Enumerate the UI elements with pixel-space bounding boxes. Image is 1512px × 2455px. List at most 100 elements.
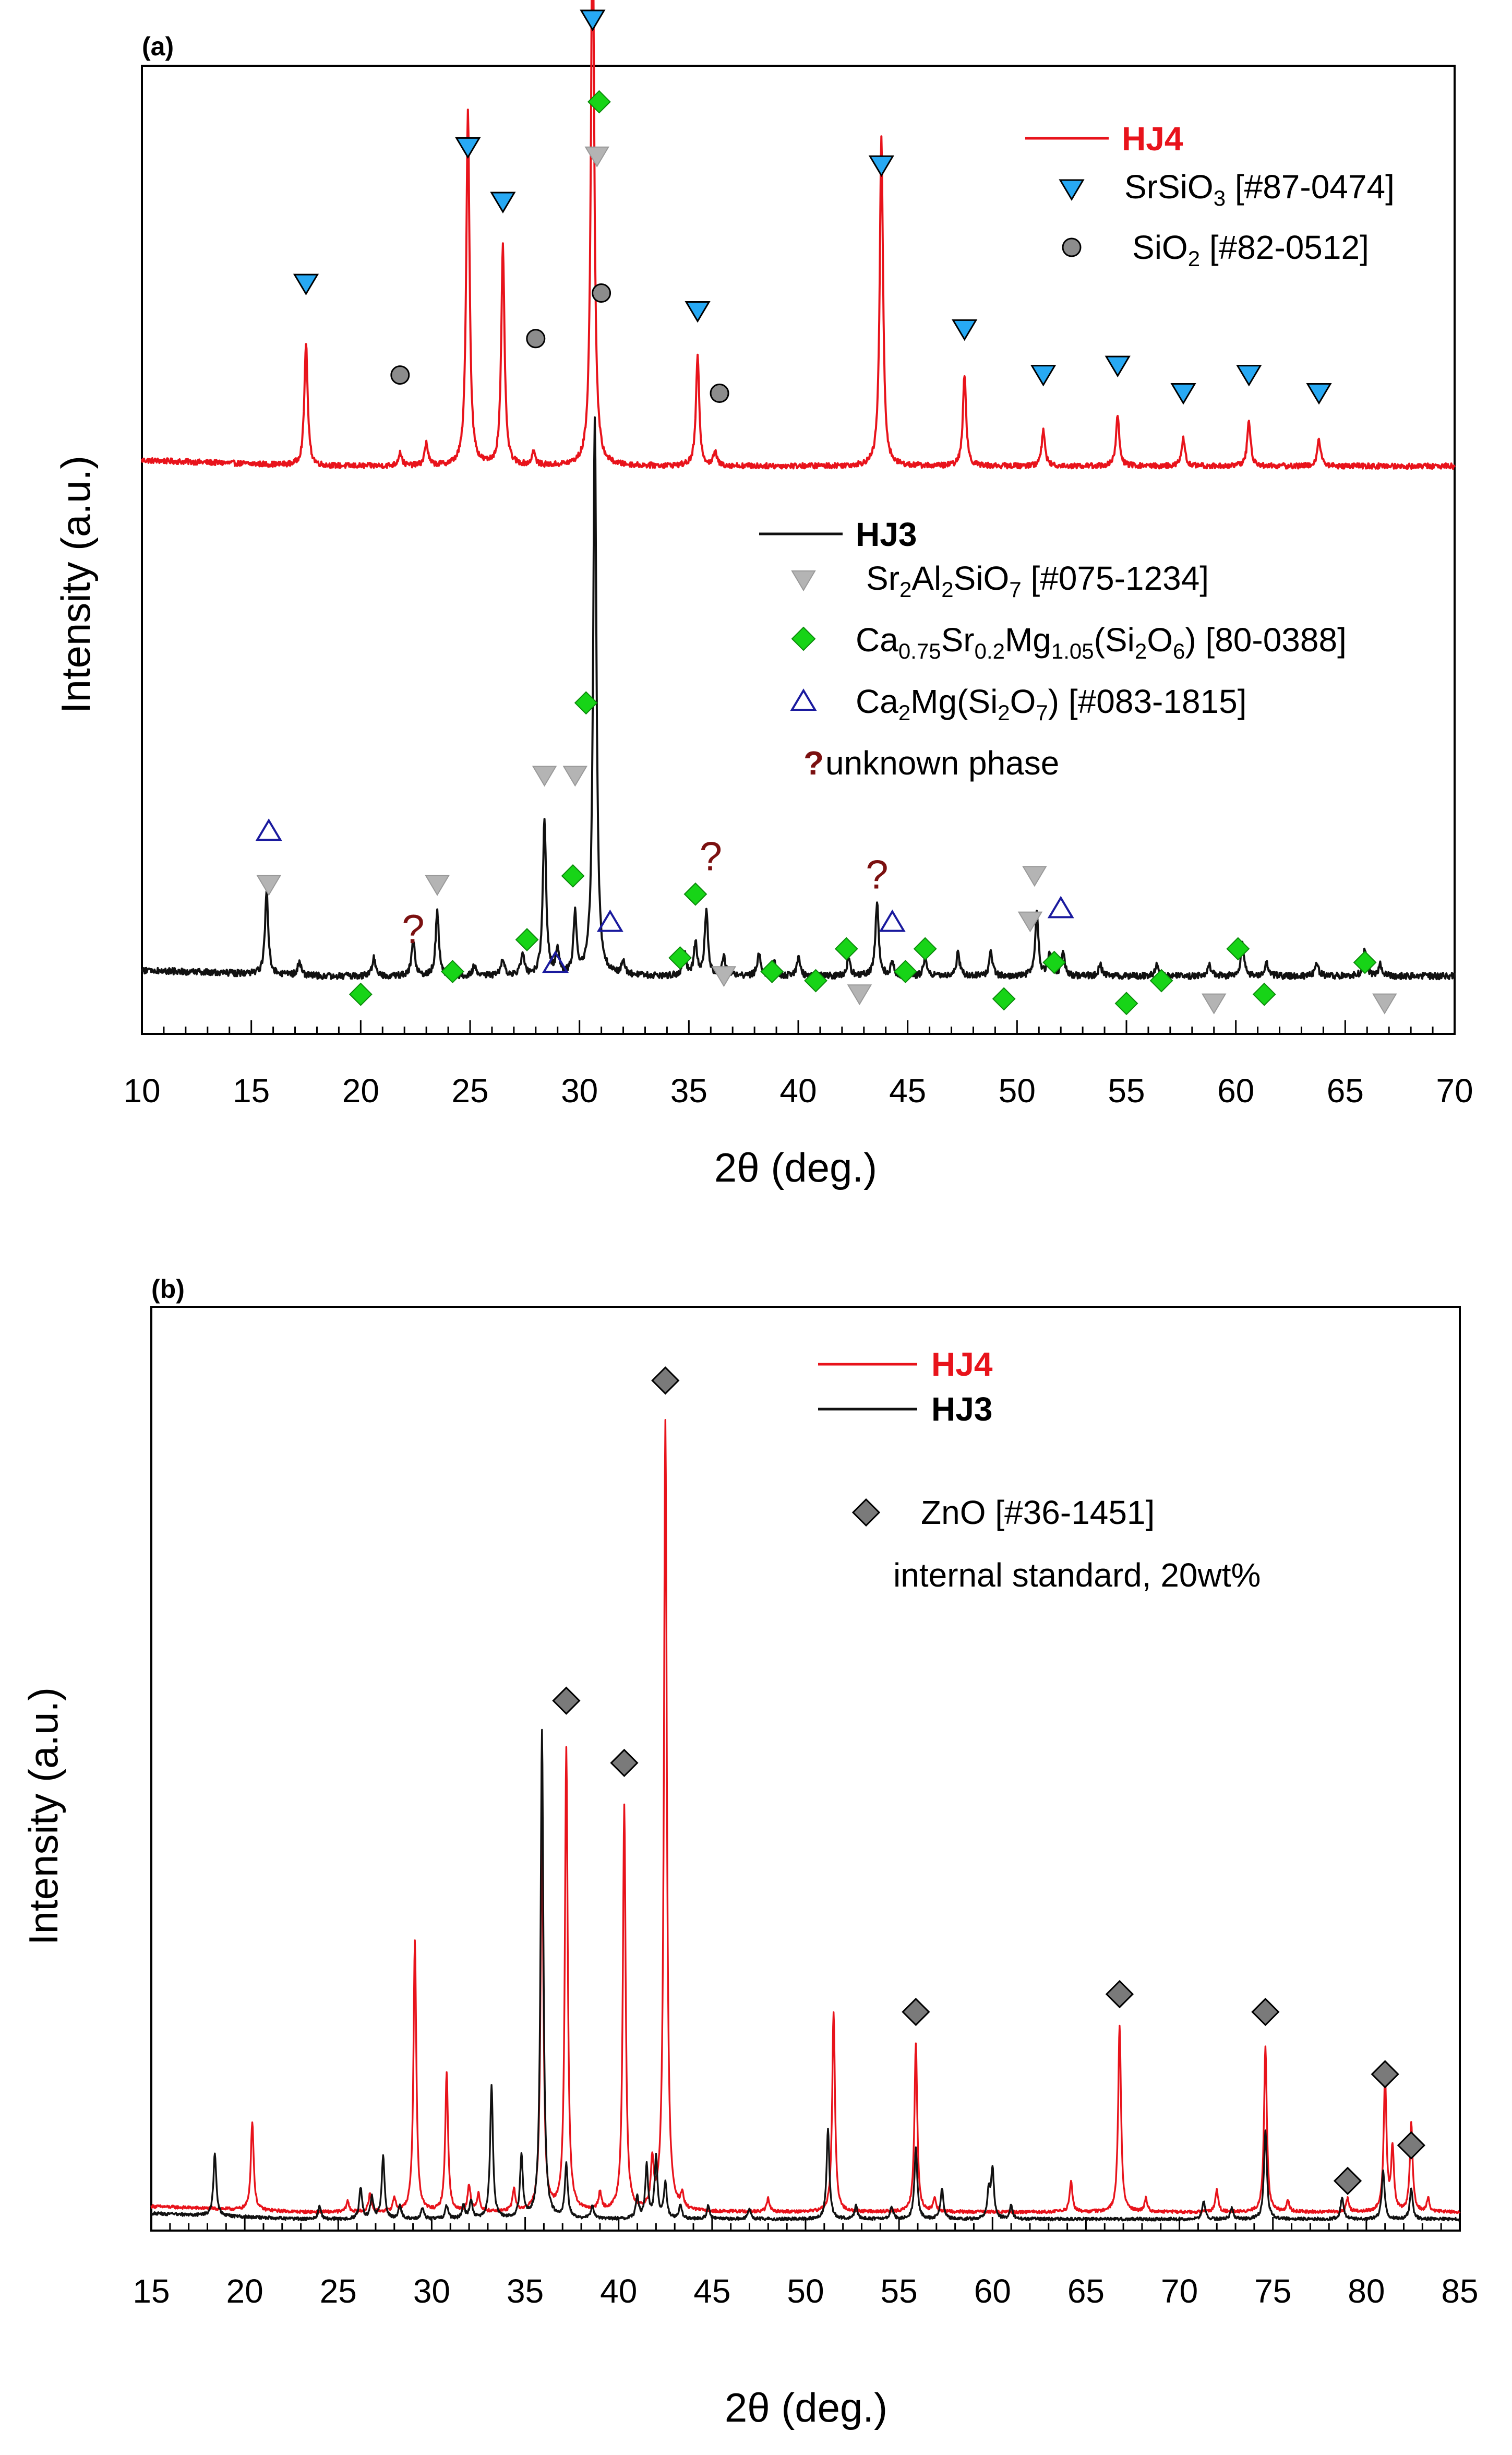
panel-a-markers: ??? <box>255 9 1397 1016</box>
marker-unknown-phase: ? <box>866 851 888 897</box>
legend-a-ca-sr-mg-p2: Sr <box>941 621 975 659</box>
legend-a-sr2al2sio7-p3: SiO <box>954 559 1010 597</box>
marker-ca0-75sr0-2mg1-05-si2o6 <box>1226 937 1250 961</box>
legend-a-ca-sr-mg-s5: 6 <box>1173 639 1185 663</box>
marker-sr2al2sio7 <box>584 146 609 168</box>
x-tick-label: 15 <box>133 2272 170 2310</box>
x-tick-label: 65 <box>1327 1072 1364 1110</box>
legend-a-ca-sr-mg-p4: (Si <box>1094 621 1135 659</box>
marker-zno <box>902 1997 930 2027</box>
series-hj3 <box>150 1729 1460 2222</box>
marker-srsio3 <box>952 319 978 341</box>
marker-ca0-75sr0-2mg1-05-si2o6 <box>515 928 539 951</box>
legend-a-sio2: SiO2 [#82-0512] <box>1062 229 1369 271</box>
x-tick-label: 10 <box>123 1072 160 1110</box>
x-tick-label: 80 <box>1348 2272 1385 2310</box>
marker-sio2 <box>526 329 546 349</box>
legend-a-ca-sr-mg: Ca0.75Sr0.2Mg1.05(Si2O6) [80-0388] <box>791 621 1347 663</box>
legend-a-sio2-label: SiO2 [#82-0512] <box>1132 229 1369 271</box>
legend-a-srsio3-base: SrSiO <box>1124 168 1214 206</box>
legend-a-ca-sr-mg-marker <box>791 626 816 651</box>
x-tick-label: 60 <box>1217 1072 1254 1110</box>
legend-a-ca2mg-p1: Ca <box>856 683 898 720</box>
x-tick-label: 25 <box>320 2272 357 2310</box>
legend-a-srsio3-label: SrSiO3 [#87-0474] <box>1124 168 1395 210</box>
legend-a-sr2al2sio7: Sr2Al2SiO7 [#075-1234] <box>791 559 1209 602</box>
marker-sr2al2sio7 <box>1201 993 1227 1015</box>
marker-ca0-75sr0-2mg1-05-si2o6 <box>760 960 784 983</box>
x-tick-label: 45 <box>889 1072 926 1110</box>
x-tick-label: 75 <box>1254 2272 1291 2310</box>
x-tick-label: 85 <box>1441 2272 1478 2310</box>
marker-unknown-phase: ? <box>402 906 424 952</box>
marker-sr2al2sio7 <box>1017 911 1043 933</box>
panel-a-frame <box>141 65 1456 1035</box>
legend-a-ca2mg-p2: Mg(Si <box>910 683 998 720</box>
x-tick-label: 15 <box>233 1072 270 1110</box>
marker-ca2mg-si2o7 <box>542 950 569 973</box>
marker-ca0-75sr0-2mg1-05-si2o6 <box>992 987 1016 1011</box>
marker-srsio3 <box>293 273 319 296</box>
x-tick-label: 45 <box>693 2272 730 2310</box>
legend-b-zno: ZnO [#36-1451] internal standard, 20wt% <box>851 1494 1261 1594</box>
marker-ca0-75sr0-2mg1-05-si2o6 <box>349 982 373 1006</box>
marker-srsio3 <box>580 9 606 31</box>
legend-a-sr2al2sio7-p1: Sr <box>866 559 899 597</box>
legend-a-sr2al2sio7-tail: [#075-1234] <box>1022 559 1209 597</box>
marker-sr2al2sio7 <box>256 875 281 896</box>
marker-srsio3 <box>1030 365 1057 387</box>
legend-a-sr2al2sio7-s3: 7 <box>1009 577 1021 602</box>
legend-b-zno-label-2: internal standard, 20wt% <box>893 1556 1261 1594</box>
x-tick-label: 55 <box>1108 1072 1145 1110</box>
marker-sr2al2sio7 <box>711 966 737 987</box>
marker-ca0-75sr0-2mg1-05-si2o6 <box>1149 969 1173 993</box>
x-tick-label: 60 <box>974 2272 1011 2310</box>
legend-a-ca-sr-mg-p5: O <box>1147 621 1173 659</box>
panel-b-markers <box>552 1366 1425 2195</box>
panel-a-series <box>141 0 1456 981</box>
marker-ca0-75sr0-2mg1-05-si2o6 <box>834 937 858 961</box>
x-tick-label: 30 <box>413 2272 450 2310</box>
marker-zno <box>1251 1997 1280 2027</box>
marker-zno <box>552 1686 581 1715</box>
panel-b-label: (b) <box>151 1274 185 1304</box>
legend-a-hj3: HJ3 <box>759 516 917 553</box>
legend-a-sio2-marker <box>1062 237 1082 257</box>
x-tick-label: 40 <box>779 1072 817 1110</box>
legend-a-ca2mg-label: Ca2Mg(Si2O7) [#083-1815] <box>856 683 1247 725</box>
legend-b-hj4: HJ4 <box>818 1345 993 1383</box>
legend-a-hj3-label: HJ3 <box>856 516 917 553</box>
series-hj3 <box>141 416 1456 981</box>
marker-srsio3 <box>455 137 481 159</box>
legend-a-sr2al2sio7-marker <box>791 570 816 591</box>
marker-ca0-75sr0-2mg1-05-si2o6 <box>683 882 707 906</box>
marker-srsio3 <box>1306 383 1332 405</box>
marker-ca2mg-si2o7 <box>1047 896 1074 919</box>
marker-ca0-75sr0-2mg1-05-si2o6 <box>804 969 827 993</box>
marker-ca0-75sr0-2mg1-05-si2o6 <box>441 960 464 983</box>
x-tick-label: 50 <box>787 2272 824 2310</box>
legend-a-ca2mg-marker <box>790 688 817 711</box>
legend-a-sio2-tail: [#82-0512] <box>1200 229 1369 266</box>
x-tick-label: 50 <box>999 1072 1036 1110</box>
marker-sio2 <box>592 283 611 303</box>
legend-a-sio2-sub: 2 <box>1188 246 1200 271</box>
legend-a-ca2mg-s1: 2 <box>898 700 910 725</box>
legend-a-ca-sr-mg-p3: Mg <box>1005 621 1051 659</box>
marker-sr2al2sio7 <box>847 984 872 1006</box>
x-tick-label: 55 <box>881 2272 918 2310</box>
panel-a-ylabel: Intensity (a.u.) <box>53 456 99 713</box>
marker-ca0-75sr0-2mg1-05-si2o6 <box>1353 950 1377 974</box>
marker-sio2 <box>710 384 729 403</box>
legend-a-ca2mg: Ca2Mg(Si2O7) [#083-1815] <box>790 683 1247 725</box>
x-tick-label: 35 <box>507 2272 544 2310</box>
legend-a-ca2mg-p3: O <box>1010 683 1036 720</box>
marker-ca2mg-si2o7 <box>255 818 282 841</box>
legend-a-ca2mg-s2: 2 <box>998 700 1010 725</box>
panel-a-x-axis: 10 15 20 25 30 35 40 45 50 55 60 65 70 <box>123 1020 1473 1110</box>
marker-zno <box>1333 2166 1362 2195</box>
marker-srsio3 <box>1236 365 1262 387</box>
x-tick-label: 40 <box>600 2272 637 2310</box>
marker-ca0-75sr0-2mg1-05-si2o6 <box>913 937 937 961</box>
